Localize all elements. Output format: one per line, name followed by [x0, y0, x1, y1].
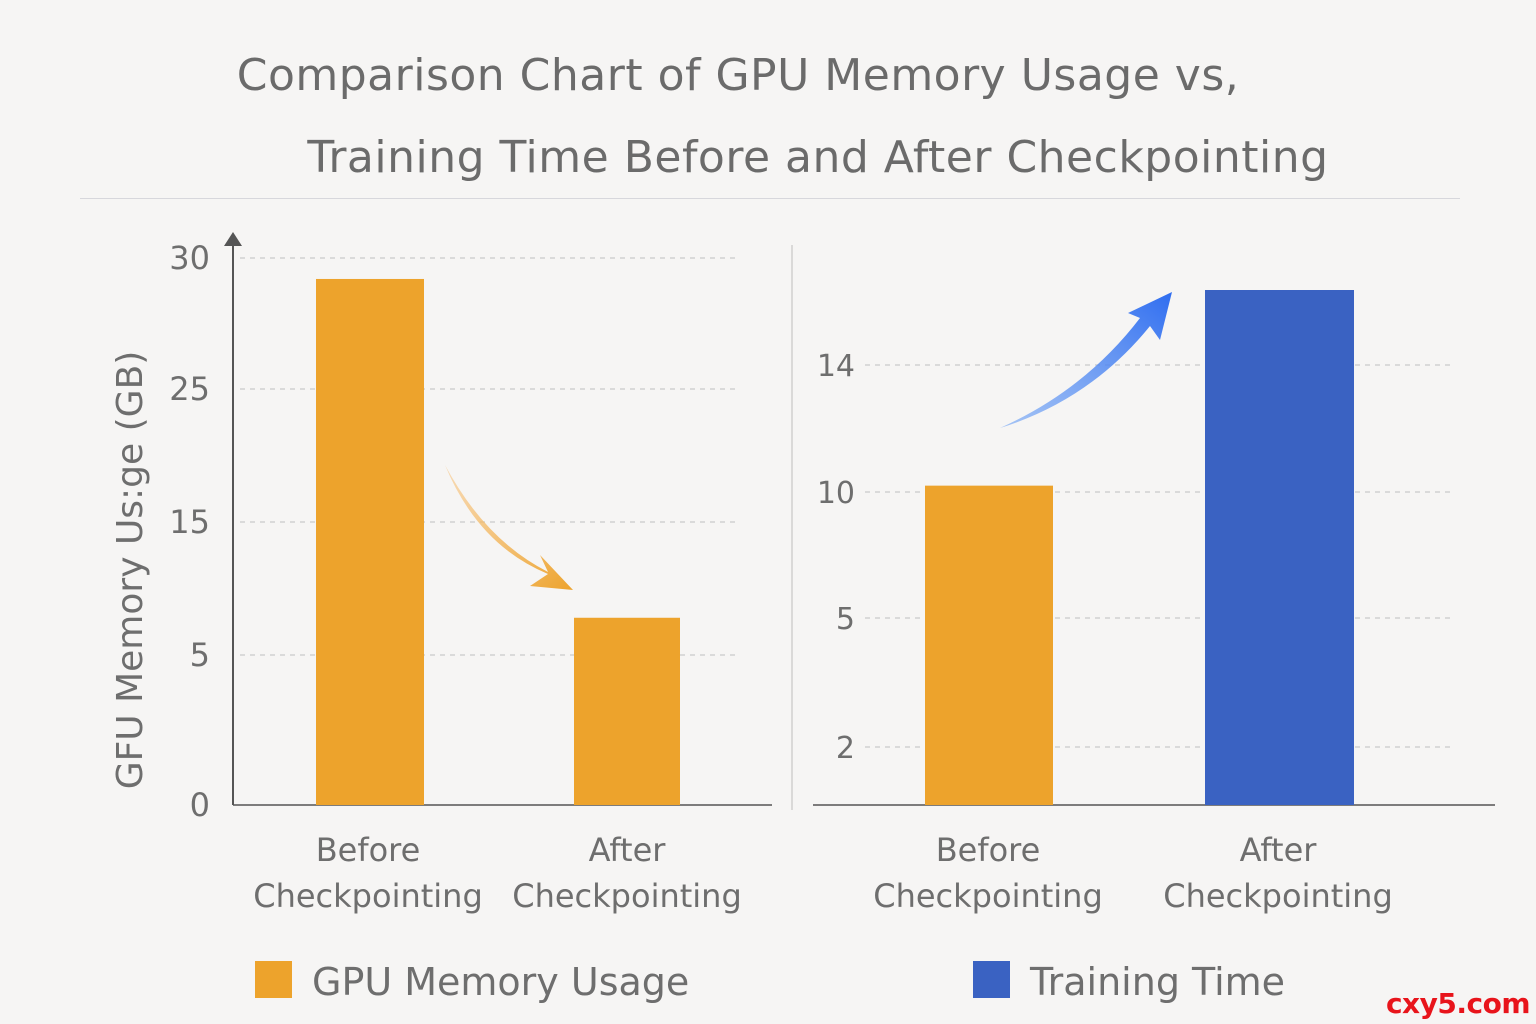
right-x-tick-labels: Before Checkpointing After Checkpointing — [873, 831, 1393, 915]
increase-arrow-icon — [1000, 292, 1172, 428]
legend-swatch-gpu-memory — [255, 961, 292, 998]
left-y-tick-25: 25 — [169, 370, 210, 408]
left-bars — [316, 278, 680, 806]
right-y-tick-10: 10 — [817, 476, 855, 511]
left-y-tick-5: 5 — [190, 636, 210, 674]
right-bar-0 — [925, 485, 1053, 805]
right-bar-1 — [1205, 290, 1354, 805]
left-y-axis-label: GFU Memory Us:ge (GB) — [110, 351, 151, 790]
left-gridlines — [240, 257, 740, 656]
left-y-tick-15: 15 — [169, 503, 210, 541]
watermark: cxy5.com — [1385, 987, 1531, 1020]
right-chart-panel: 2 5 10 14 Before Checkpointing After Checkpoin… — [813, 290, 1495, 915]
right-x-tick-1-line-1: Checkpointing — [1163, 877, 1393, 915]
right-y-tick-14: 14 — [817, 349, 855, 384]
right-bars — [925, 290, 1354, 805]
right-y-tick-5: 5 — [836, 602, 855, 637]
left-x-tick-labels: Before Checkpointing After Checkpointing — [253, 831, 742, 915]
left-x-tick-0-line-0: Before — [316, 831, 421, 869]
legend-swatch-training-time — [973, 961, 1010, 998]
left-x-tick-1-line-0: After — [589, 831, 667, 869]
left-chart-panel: 0 5 15 25 30 Before Checkpointing After Checkpo… — [110, 232, 772, 915]
right-gridlines — [865, 364, 1452, 748]
decrease-arrow-icon — [445, 465, 573, 590]
left-y-tick-labels: 0 5 15 25 30 — [169, 239, 210, 824]
left-y-tick-30: 30 — [169, 239, 210, 277]
left-y-axis-arrowhead — [224, 232, 242, 246]
legend-label-training-time: Training Time — [1029, 960, 1285, 1004]
right-x-tick-0-line-1: Checkpointing — [873, 877, 1103, 915]
legend-label-gpu-memory: GPU Memory Usage — [312, 960, 689, 1004]
title-divider — [80, 198, 1460, 199]
left-bar-0 — [316, 278, 424, 806]
left-x-tick-1-line-1: Checkpointing — [512, 877, 742, 915]
right-y-tick-2: 2 — [836, 731, 855, 766]
right-y-tick-labels: 2 5 10 14 — [817, 349, 855, 766]
left-y-tick-0: 0 — [190, 786, 210, 824]
left-x-tick-0-line-1: Checkpointing — [253, 877, 483, 915]
right-x-tick-0-line-0: Before — [936, 831, 1041, 869]
right-x-tick-1-line-0: After — [1240, 831, 1318, 869]
chart-title-line-1: Comparison Chart of GPU Memory Usage vs, — [236, 50, 1240, 101]
chart-title-line-2: Training Time Before and After Checkpoin… — [307, 132, 1329, 183]
legend: GPU Memory Usage Training Time — [255, 960, 1285, 1004]
left-bar-1 — [574, 617, 680, 805]
